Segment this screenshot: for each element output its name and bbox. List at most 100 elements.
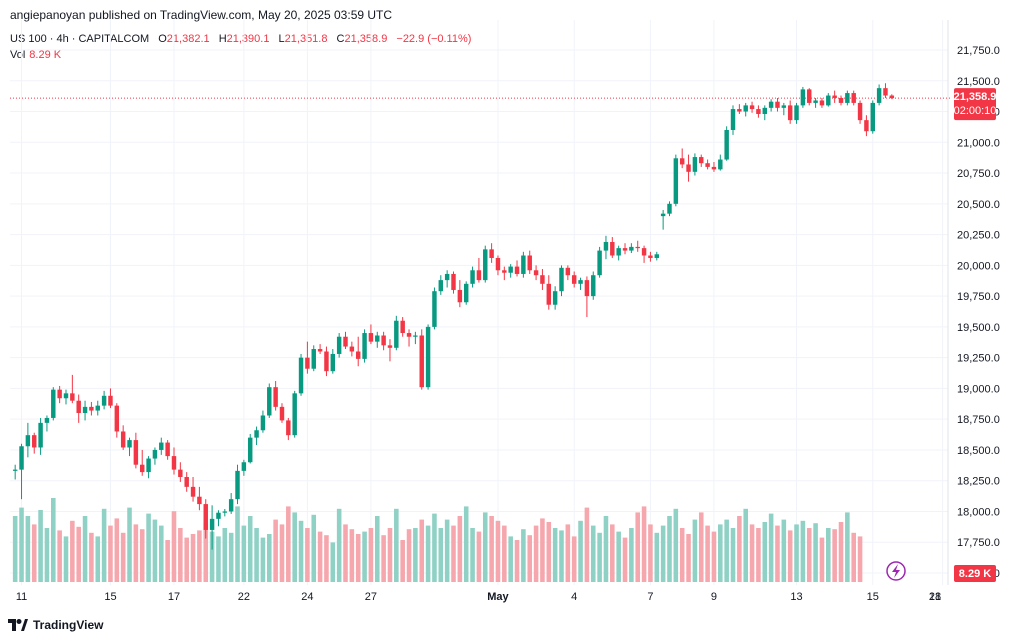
time-tick-label: 9 (711, 591, 717, 603)
price-tick-label: 20,750.0 (957, 168, 1000, 180)
candle-body (476, 270, 482, 281)
volume-bar (374, 516, 380, 582)
volume-bar (762, 522, 768, 582)
volume-bar (851, 532, 856, 582)
volume-bar (806, 528, 812, 582)
candle-body (89, 406, 94, 411)
volume-bar (108, 525, 113, 582)
candle-body (749, 105, 755, 110)
candle-body (57, 389, 62, 399)
volume-bar (508, 536, 513, 582)
candle-body (876, 88, 882, 103)
volume-bar (133, 524, 139, 582)
ohlc-legend: US 100 · 4h · CAPITALCOM O21,382.1 H21,3… (10, 33, 471, 45)
candle-body (679, 158, 685, 165)
candle-body (70, 393, 75, 401)
volume-bar (197, 530, 202, 582)
candle-body (502, 270, 507, 273)
volume-bar (165, 540, 170, 582)
volume-bar (279, 524, 285, 582)
volume-bar (38, 510, 43, 582)
volume-bar (775, 525, 780, 582)
volume-bar (324, 535, 329, 582)
volume-bar (343, 524, 348, 582)
candle-body (12, 469, 18, 471)
price-tick-label: 19,500.0 (957, 322, 1000, 334)
volume-bar (578, 520, 583, 582)
candle-body (629, 246, 634, 251)
candle-body (743, 105, 748, 112)
volume-bar (737, 516, 742, 582)
candle-body (768, 101, 774, 108)
volume-bar (667, 516, 672, 582)
volume-bar (44, 528, 50, 582)
grid (10, 20, 949, 585)
volume-bar (654, 532, 660, 582)
volume-bar (298, 520, 304, 582)
volume-tag-bg (954, 565, 996, 582)
volume-bar (387, 528, 393, 582)
symbol-label[interactable]: US 100 · 4h · CAPITALCOM (10, 33, 150, 45)
volume-bar (95, 536, 101, 582)
candle-body (889, 95, 895, 99)
candle-body (552, 291, 558, 305)
candle-body (527, 255, 532, 271)
volume-bar (641, 506, 647, 582)
volume-bars (12, 498, 863, 582)
price-axis[interactable]: 21,750.021,500.021,250.021,000.020,750.0… (957, 45, 1000, 580)
candle-body (692, 157, 698, 172)
candle-body (781, 105, 787, 108)
price-tag-countdown: 02:00:10 (954, 105, 997, 117)
volume-bar (590, 525, 596, 582)
volume-bar (362, 531, 367, 582)
candle-body (610, 241, 615, 256)
candle-body (622, 248, 628, 251)
candle-body (190, 486, 196, 497)
tradingview-logo-icon (8, 619, 28, 631)
candle-body (279, 406, 285, 421)
volume-bar (70, 520, 75, 582)
candle-body (349, 346, 355, 352)
candle-body (762, 107, 767, 114)
volume-bar (800, 520, 806, 582)
volume-bar (711, 531, 717, 582)
price-tick-label: 17,750.0 (957, 537, 1000, 549)
candle-body (559, 267, 564, 292)
volume-bar (635, 512, 641, 582)
candle-body (565, 267, 571, 276)
time-tick-label: 15 (104, 591, 116, 603)
time-tick-label: 18 (929, 591, 941, 603)
volume-bar (406, 529, 412, 582)
volume-bar (743, 508, 749, 582)
candle-body (819, 100, 825, 106)
volume-bar (311, 514, 317, 582)
candle-body (241, 462, 247, 471)
candle-body (851, 93, 856, 103)
candle-body (108, 395, 113, 406)
candle-body (489, 249, 494, 258)
candle-body (438, 280, 444, 292)
volume-bar (533, 525, 539, 582)
low-value: 21,351.8 (284, 33, 328, 45)
candle-body (463, 283, 469, 303)
volume-bar (89, 532, 94, 582)
high-value: 21,390.1 (226, 33, 270, 45)
volume-bar (120, 532, 126, 582)
price-tick-label: 19,000.0 (957, 383, 1000, 395)
footer-brand: TradingView (8, 618, 103, 632)
candle-body (451, 273, 456, 290)
lightning-icon[interactable] (886, 561, 906, 581)
price-tick-label: 18,000.0 (957, 506, 1000, 518)
candle-body (171, 456, 177, 470)
candle-body (101, 395, 107, 406)
candle-body (362, 333, 367, 359)
volume-bar (546, 522, 552, 582)
time-tick-label: May (487, 591, 509, 603)
volume-bar (101, 508, 107, 582)
volume-bar (317, 531, 323, 582)
candle-body (400, 320, 405, 334)
volume-bar (673, 508, 679, 582)
volume-bar (57, 530, 62, 582)
